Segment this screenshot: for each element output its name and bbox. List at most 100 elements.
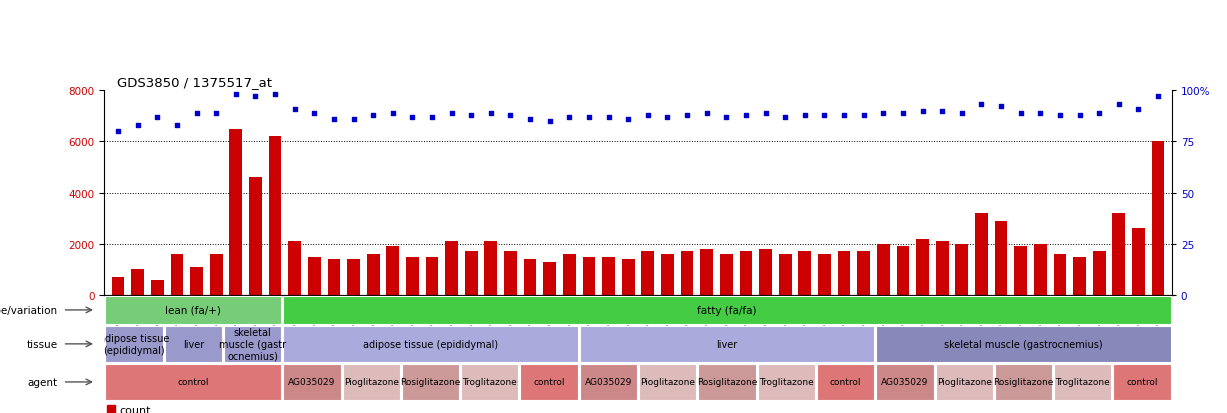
Bar [877, 244, 890, 295]
Bar [367, 254, 379, 295]
Bar [760, 249, 772, 295]
Point [147, 114, 167, 121]
Point [520, 116, 540, 123]
Bar [740, 252, 752, 295]
Bar [504, 252, 517, 295]
Text: Rosiglitazone: Rosiglitazone [400, 377, 460, 387]
Text: Rosiglitazone: Rosiglitazone [994, 377, 1054, 387]
Point [265, 92, 285, 98]
Bar [876, 326, 1171, 362]
Bar [956, 244, 968, 295]
Text: genotype/variation: genotype/variation [0, 305, 58, 315]
Text: liver: liver [717, 339, 737, 349]
Bar [347, 259, 360, 295]
Bar [223, 326, 281, 362]
Point [1148, 94, 1168, 100]
Bar [975, 214, 988, 295]
Bar [164, 326, 222, 362]
Point [697, 110, 717, 116]
Bar [1133, 229, 1145, 295]
Text: tissue: tissue [26, 339, 58, 349]
Text: AG035029: AG035029 [288, 377, 335, 387]
Bar [936, 242, 948, 295]
Text: control: control [1126, 377, 1158, 387]
Point [736, 112, 756, 119]
Bar [283, 364, 341, 400]
Bar [1034, 244, 1047, 295]
Bar [799, 252, 811, 295]
Point [187, 110, 206, 116]
Point [1050, 112, 1070, 119]
Point [815, 112, 834, 119]
Text: Troglitazone: Troglitazone [760, 377, 814, 387]
Bar [1113, 364, 1171, 400]
Point [108, 128, 128, 135]
Text: adipose tissue
(epididymal): adipose tissue (epididymal) [98, 333, 169, 355]
Text: skeletal
muscle (gastr
ocnemius): skeletal muscle (gastr ocnemius) [218, 328, 286, 361]
Bar [131, 270, 144, 295]
Bar [818, 254, 831, 295]
Bar [445, 242, 458, 295]
Point [991, 104, 1011, 111]
Bar [1054, 254, 1066, 295]
Text: liver: liver [183, 339, 204, 349]
Point [304, 110, 324, 116]
Bar [106, 326, 163, 362]
Bar [897, 247, 909, 295]
Bar [681, 252, 693, 295]
Point [226, 92, 245, 98]
Text: lean (fa/+): lean (fa/+) [166, 305, 221, 315]
Bar [107, 405, 115, 413]
Point [442, 110, 461, 116]
Point [1070, 112, 1090, 119]
Bar [269, 137, 281, 295]
Point [1090, 110, 1109, 116]
Point [402, 114, 422, 121]
Text: control: control [829, 377, 861, 387]
Point [245, 94, 265, 100]
Point [599, 114, 618, 121]
Text: control: control [534, 377, 564, 387]
Bar [401, 364, 459, 400]
Bar [698, 364, 756, 400]
Point [854, 112, 874, 119]
Bar [757, 364, 815, 400]
Bar [1152, 142, 1164, 295]
Point [540, 118, 560, 125]
Point [324, 116, 344, 123]
Point [383, 110, 402, 116]
Bar [1054, 364, 1112, 400]
Bar [563, 254, 575, 295]
Bar [817, 364, 875, 400]
Bar [579, 364, 637, 400]
Text: count: count [120, 406, 151, 413]
Point [1129, 106, 1148, 113]
Point [501, 112, 520, 119]
Point [658, 114, 677, 121]
Point [481, 110, 501, 116]
Point [560, 114, 579, 121]
Point [206, 110, 226, 116]
Bar [701, 249, 713, 295]
Bar [583, 257, 595, 295]
Bar [720, 254, 733, 295]
Bar [661, 254, 674, 295]
Text: control: control [178, 377, 209, 387]
Text: Rosiglitazone: Rosiglitazone [697, 377, 757, 387]
Point [874, 110, 893, 116]
Point [1109, 102, 1129, 109]
Bar [210, 254, 222, 295]
Text: GDS3850 / 1375517_at: GDS3850 / 1375517_at [117, 76, 271, 89]
Text: Pioglitazone: Pioglitazone [344, 377, 399, 387]
Point [933, 108, 952, 114]
Bar [520, 364, 578, 400]
Bar [283, 296, 1171, 324]
Point [893, 110, 913, 116]
Point [677, 112, 697, 119]
Point [972, 102, 991, 109]
Point [167, 122, 187, 129]
Bar [935, 364, 993, 400]
Text: Pioglitazone: Pioglitazone [936, 377, 991, 387]
Text: AG035029: AG035029 [881, 377, 929, 387]
Point [795, 112, 815, 119]
